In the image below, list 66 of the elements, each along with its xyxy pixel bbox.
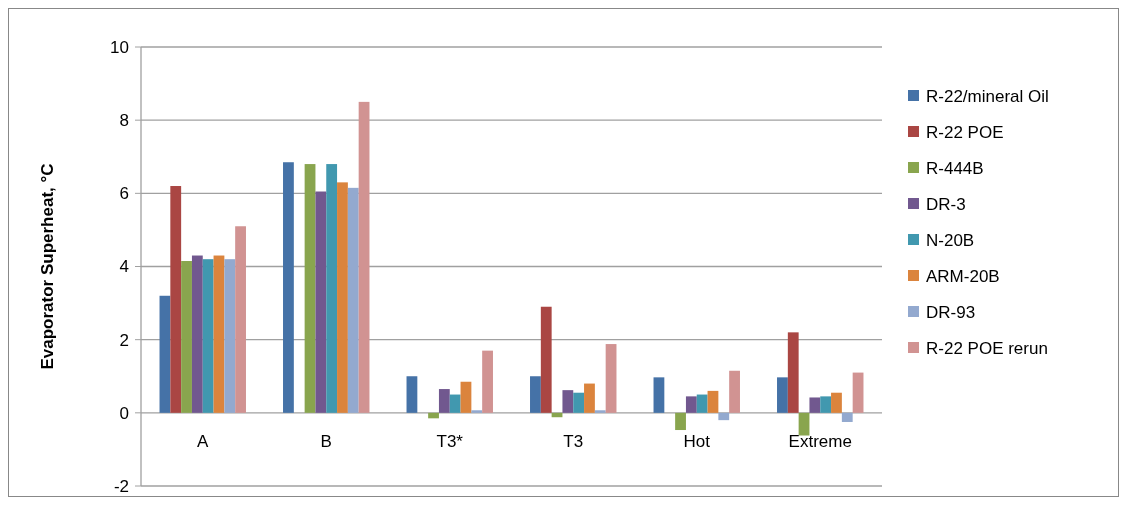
bar — [594, 410, 606, 413]
bar — [820, 396, 832, 413]
x-tick-label: Extreme — [788, 431, 852, 451]
legend-label: ARM-20B — [926, 266, 1000, 286]
bar — [562, 390, 574, 413]
bar — [685, 396, 697, 413]
y-tick-label: 6 — [119, 184, 129, 204]
legend-label: R-22/mineral Oil — [926, 86, 1049, 106]
bar — [530, 376, 541, 413]
legend-label: DR-3 — [926, 194, 966, 214]
x-tick-label: B — [320, 431, 332, 451]
y-tick-label: 10 — [110, 37, 129, 57]
bar — [471, 410, 483, 413]
bar — [337, 182, 348, 413]
bar — [482, 350, 493, 413]
bar — [852, 372, 864, 413]
bar — [283, 162, 294, 413]
bar — [460, 381, 472, 413]
legend-label: DR-93 — [926, 302, 976, 322]
y-tick-label: -2 — [113, 476, 129, 496]
y-axis-title: Evaporator Superheat, °C — [38, 163, 57, 370]
bar — [798, 412, 810, 436]
bar — [438, 389, 450, 413]
bar — [696, 394, 708, 413]
legend-label: N-20B — [926, 230, 975, 250]
bar — [358, 101, 370, 413]
legend-label: R-22 POE rerun — [926, 338, 1048, 358]
bar — [831, 392, 842, 413]
bar — [347, 187, 359, 413]
bar — [707, 390, 719, 413]
bar — [573, 392, 585, 413]
bar — [224, 259, 236, 413]
bar — [787, 332, 799, 413]
x-tick-label: T3 — [563, 431, 584, 451]
x-tick-label: Hot — [683, 431, 711, 451]
x-tick-label: A — [197, 431, 210, 451]
bar — [191, 255, 203, 413]
legend-label: R-22 POE — [926, 122, 1004, 142]
bar — [449, 394, 461, 413]
bar — [202, 259, 214, 413]
bar — [605, 344, 617, 413]
bar — [540, 306, 552, 413]
bar — [170, 186, 182, 413]
bar — [181, 261, 192, 413]
bar — [841, 412, 853, 422]
bar — [159, 295, 171, 413]
bar — [406, 376, 418, 413]
bar — [653, 377, 665, 413]
bar — [428, 412, 439, 419]
bar — [315, 191, 327, 413]
y-tick-label: 4 — [119, 257, 129, 277]
bar — [777, 377, 788, 413]
bar — [235, 226, 246, 413]
y-tick-label: 0 — [119, 403, 129, 423]
bar — [718, 412, 730, 421]
bar — [675, 412, 686, 431]
y-tick-label: 8 — [119, 111, 129, 131]
bar — [729, 370, 740, 413]
bar — [584, 383, 595, 413]
y-tick-label: 2 — [119, 330, 129, 350]
legend-label: R-444B — [926, 158, 984, 178]
bar — [809, 397, 821, 413]
bar — [304, 164, 316, 413]
x-tick-label: T3* — [436, 431, 464, 451]
bar — [213, 255, 225, 413]
bar — [326, 164, 338, 413]
